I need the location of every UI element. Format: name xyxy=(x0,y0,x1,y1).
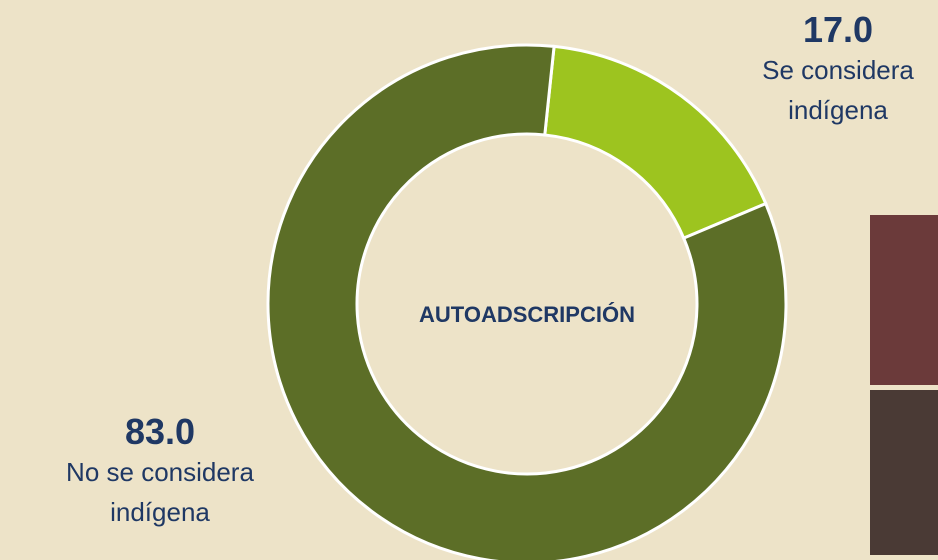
center-title: AUTOADSCRIPCIÓN xyxy=(419,302,635,327)
label-group: 83.0 No se considera indígena xyxy=(15,412,305,532)
value-label: 83.0 xyxy=(124,411,196,452)
photo xyxy=(870,390,938,555)
donut-slice xyxy=(266,43,788,560)
value-label: 17.0 xyxy=(802,9,874,50)
label-group: 17.0 Se considera indígena xyxy=(718,10,938,130)
category-label: Se considera indígena xyxy=(762,55,914,125)
photo xyxy=(870,215,938,385)
category-label: No se considera indígena xyxy=(66,457,254,527)
